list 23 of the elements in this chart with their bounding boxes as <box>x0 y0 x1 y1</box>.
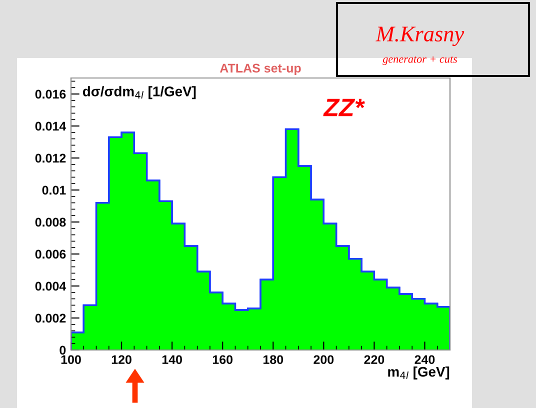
y-tick-label: 0.004 <box>35 282 66 291</box>
y-axis-title: dσ/σdm$_{4l}$ [1/GeV] <box>82 86 196 100</box>
chart-title: ATLAS set-up <box>220 64 301 76</box>
x-tick-label: 220 <box>364 355 384 364</box>
y-tick-label: 0.012 <box>35 154 66 163</box>
y-tick-label: 0 <box>60 346 66 355</box>
y-tick-label: 0.01 <box>42 186 66 195</box>
x-tick-label: 240 <box>414 355 435 364</box>
y-tick-label: 0.002 <box>35 314 66 323</box>
x-axis-title: m$_{4l}$ [GeV] <box>388 366 450 380</box>
y-tick-label: 0.014 <box>35 122 66 131</box>
y-tick-label: 0.016 <box>35 90 66 99</box>
x-tick-label: 140 <box>162 355 182 364</box>
text: generator + cuts <box>382 56 458 66</box>
x-tick-label: 100 <box>61 355 81 364</box>
y-tick-label: 0.006 <box>35 250 66 259</box>
annotation: ZZ* <box>323 98 365 116</box>
x-tick-label: 180 <box>263 355 284 364</box>
y-tick-label: 0.008 <box>35 218 66 227</box>
x-tick-label: 120 <box>112 355 132 364</box>
x-tick-label: 200 <box>314 355 334 364</box>
x-tick-label: 160 <box>212 355 233 364</box>
text: M.Krasny <box>376 26 464 46</box>
